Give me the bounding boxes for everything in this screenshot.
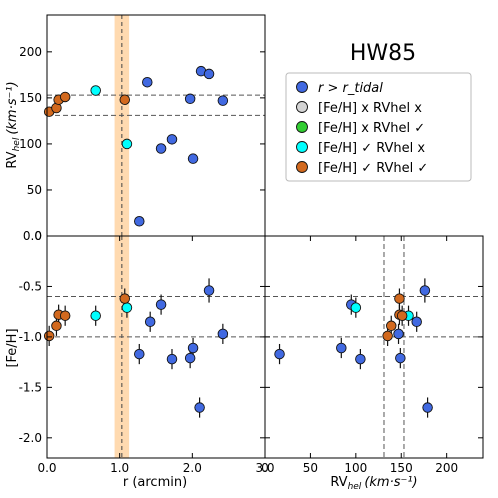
data-point-tidal <box>144 316 156 328</box>
axes-frame <box>264 235 484 459</box>
data-point-brown <box>59 91 71 103</box>
data-point-tidal <box>184 352 196 364</box>
data-point-tidal <box>184 93 196 105</box>
legend-label: [Fe/H] ✓ RVhel x <box>318 141 425 156</box>
y-tick-label: 200 <box>19 45 42 59</box>
y-tick-label: 50 <box>27 183 42 197</box>
legend-label: [Fe/H] x RVhel x <box>318 101 422 116</box>
data-point-brown <box>59 310 71 321</box>
data-point-brown <box>394 293 405 304</box>
panel-0-ylabel-sub: hel <box>12 137 22 151</box>
y-tick-label: -1.0 <box>19 330 42 344</box>
data-point-tidal <box>422 402 433 413</box>
data-point-brown <box>119 94 131 105</box>
data-point-tidal <box>419 285 431 296</box>
y-tick-label: 150 <box>19 91 42 105</box>
x-tick-label: 100 <box>344 461 367 475</box>
data-point-tidal <box>411 316 422 328</box>
data-point-tidal <box>395 352 406 364</box>
legend-marker-tidal <box>296 81 308 93</box>
legend-marker-cyan <box>296 141 308 153</box>
y-tick-label: 100 <box>19 137 42 151</box>
y-tick-label: -0.5 <box>19 279 42 293</box>
legend-marker-gray <box>296 101 308 113</box>
x-tick-label: 150 <box>390 461 413 475</box>
legend-marker-brown <box>296 161 308 173</box>
legend: r > r_tidal [Fe/H] x RVhel x [Fe/H] x RVhe… <box>285 72 472 182</box>
data-point-tidal <box>187 342 199 354</box>
data-point-cyan <box>90 310 101 321</box>
data-point-tidal <box>166 353 178 365</box>
cluster-title: HW85 <box>350 41 416 66</box>
data-point-tidal <box>203 285 215 296</box>
panel-1-xlabel: r (arcmin) <box>123 475 187 490</box>
data-point-tidal <box>336 342 347 354</box>
panel-0-ylabel-main: RV <box>5 151 20 168</box>
legend-frame <box>285 72 472 182</box>
panel-feh-vs-rv: 0 50 100 150 200 <box>261 235 484 475</box>
data-point-cyan <box>121 138 133 150</box>
x-tick-label: 0 <box>261 461 269 475</box>
data-point-tidal <box>187 153 199 164</box>
data-point-tidal <box>355 353 366 365</box>
x-tick-label: 3.0 <box>255 461 274 475</box>
panel-2-xlabel: RVhel (km·s⁻¹) <box>330 475 417 492</box>
x-tick-label: 2.0 <box>183 461 202 475</box>
data-point-cyan <box>350 302 362 313</box>
panel-rv-vs-r: 0 50 100 150 200 <box>19 14 266 243</box>
data-point-tidal <box>155 299 167 310</box>
axes-frame <box>46 235 266 459</box>
data-point-brown <box>386 320 397 332</box>
legend-label: [Fe/H] x RVhel ✓ <box>318 121 425 136</box>
data-point-brown <box>382 330 393 342</box>
x-tick-label: 50 <box>303 461 318 475</box>
axes-frame <box>46 14 266 237</box>
data-point-brown <box>43 330 55 342</box>
panel-2-xlabel-main: RV <box>330 475 347 490</box>
data-point-tidal <box>217 328 229 340</box>
data-point-tidal <box>155 143 167 154</box>
shaded-band <box>114 15 130 236</box>
y-tick-label: 0.0 <box>23 229 42 243</box>
data-point-tidal <box>393 328 404 340</box>
panel-0-ylabel-units: (km·s⁻¹) <box>5 81 20 134</box>
legend-marker-green <box>296 121 308 133</box>
data-point-tidal <box>194 402 205 413</box>
shaded-band <box>114 236 130 458</box>
data-point-tidal <box>134 348 145 360</box>
legend-label: r > r_tidal <box>318 81 383 96</box>
legend-label: [Fe/H] ✓ RVhel ✓ <box>318 161 428 176</box>
y-tick-label: -2.0 <box>19 431 42 445</box>
data-point-tidal <box>274 348 285 360</box>
panel-0-ylabel: RVhel (km·s⁻¹) <box>5 81 22 168</box>
data-point-brown <box>51 320 62 332</box>
data-point-tidal <box>203 68 215 80</box>
y-tick-label: -1.5 <box>19 380 42 394</box>
data-point-tidal <box>217 95 229 106</box>
x-tick-label: 0.0 <box>37 461 56 475</box>
data-point-tidal <box>166 134 178 145</box>
data-point-tidal <box>142 76 153 88</box>
y-tick-label: 0 <box>34 229 42 243</box>
data-point-tidal <box>134 216 145 227</box>
x-tick-label: 1.0 <box>110 461 129 475</box>
data-point-cyan <box>90 85 101 96</box>
x-tick-label: 200 <box>435 461 458 475</box>
data-point-brown <box>396 310 408 321</box>
panel-feh-vs-r: 0.0 1.0 2.0 3.0 0.0 -0.5 -1.0 -1.5 -2.0 <box>19 229 275 475</box>
panel-1-ylabel: [Fe/H] <box>5 328 20 367</box>
panel-2-xlabel-sub: hel <box>348 482 362 492</box>
data-point-brown <box>119 293 131 304</box>
data-point-cyan <box>121 302 133 313</box>
panel-2-xlabel-units: (km·s⁻¹) <box>364 475 417 490</box>
